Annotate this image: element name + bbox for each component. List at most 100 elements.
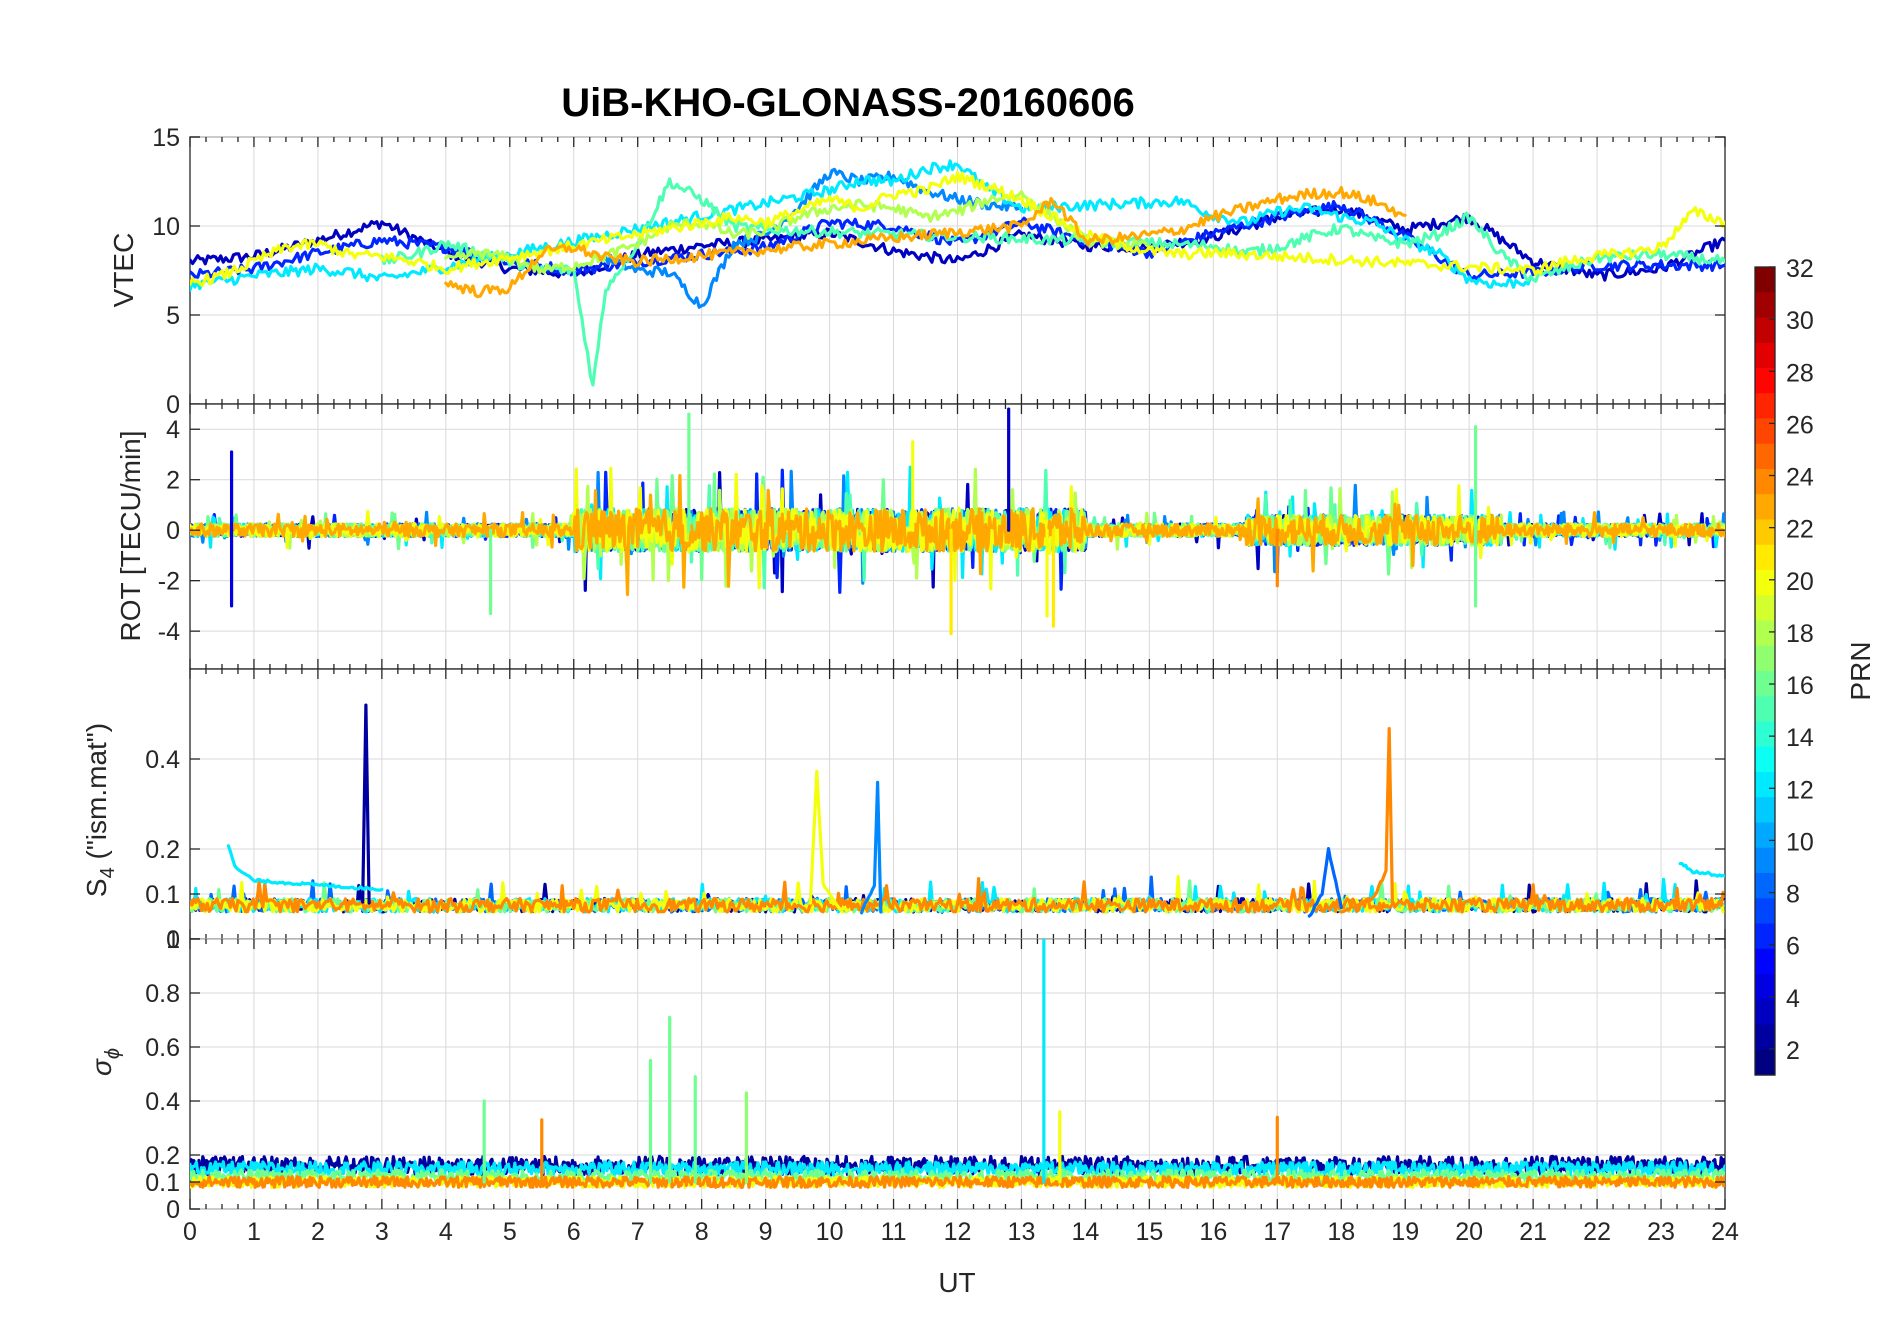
x-tick-label: 22 <box>1583 1218 1611 1246</box>
x-tick-label: 13 <box>1008 1218 1036 1246</box>
panel-vtec-series <box>190 159 1725 387</box>
panel-rot-ylabel: ROT [TECU/min] <box>115 430 146 641</box>
s4-event-prn-24 <box>1339 727 1394 914</box>
panel-sigma: 00.10.20.40.60.81 σϕ <box>86 926 1726 1224</box>
colorbar-swatch <box>1755 342 1775 369</box>
series-clip <box>190 159 1725 387</box>
colorbar-swatch <box>1755 469 1775 495</box>
y-tick-label: 0.4 <box>145 1088 180 1116</box>
s4-event-prn-20 <box>808 769 844 914</box>
colorbar-swatch <box>1755 822 1775 849</box>
colorbar-swatch <box>1755 873 1775 899</box>
colorbar-swatches <box>1755 267 1775 1076</box>
panel-s4-yticks: 0 0.1 0.2 0.4 <box>145 746 1725 954</box>
colorbar-swatch <box>1755 595 1775 622</box>
y-tick-label: 0.4 <box>145 746 180 774</box>
vtec-series-prn-15 <box>380 177 1725 387</box>
x-tick-label: 11 <box>881 1218 907 1246</box>
x-tick-label: 18 <box>1327 1218 1355 1246</box>
colorbar-swatch <box>1755 519 1775 546</box>
x-axis-ticklabels: 0 1 2 3 4 5 6 7 8 9 10 11 12 13 14 15 16 17 18 19 20 21 22 23 24 <box>183 1218 1739 1246</box>
y-tick-label: 0.2 <box>145 1142 180 1170</box>
panel-sigma-yticks: 0 0.10.2 0.4 0.6 0.8 1 <box>145 926 1725 1224</box>
colorbar-swatch <box>1755 923 1775 950</box>
panel-s4: 0 0.1 0.2 0.4 S4 ("ism.mat") <box>81 668 1726 954</box>
colorbar-tick-label: 20 <box>1786 568 1814 596</box>
colorbar-tick-label: 4 <box>1786 985 1800 1013</box>
colorbar-swatch <box>1755 645 1775 672</box>
x-tick-label: 23 <box>1647 1218 1675 1246</box>
x-tick-label: 1 <box>247 1218 261 1246</box>
y-tick-label: -2 <box>158 568 180 596</box>
colorbar-frame <box>1754 266 1776 1076</box>
x-tick-label: 19 <box>1391 1218 1419 1246</box>
panel-s4-xticks <box>189 669 1726 939</box>
colorbar-swatch <box>1755 443 1775 470</box>
colorbar-swatch <box>1755 772 1775 798</box>
s4-event-prn-12 <box>226 844 384 892</box>
colorbar-swatch <box>1755 948 1775 975</box>
x-tick-label: 21 <box>1519 1218 1547 1246</box>
colorbar-swatch <box>1755 721 1775 748</box>
series-clip <box>190 407 1725 636</box>
x-tick-label: 20 <box>1455 1218 1483 1246</box>
y-tick-label: 5 <box>166 302 180 330</box>
colorbar-swatch <box>1755 1049 1775 1076</box>
colorbar-label: PRN <box>1845 641 1876 700</box>
y-tick-label: 0.1 <box>145 1169 180 1197</box>
y-tick-label: 0.2 <box>145 836 180 864</box>
sigma-series-prn-24 <box>190 1175 1725 1189</box>
x-tick-label: 8 <box>695 1218 709 1246</box>
y-tick-label: 1 <box>166 926 180 954</box>
y-tick-label: 0.6 <box>145 1034 180 1062</box>
y-tick-label: 0 <box>166 517 180 545</box>
panel-vtec-yticks: 0 5 10 15 <box>152 124 1725 419</box>
vtec-series-prn-6 <box>190 200 1725 282</box>
y-tick-label: 15 <box>152 124 180 152</box>
panel-rot: -4 -2 0 2 4 ROT [TECU/min] <box>115 403 1726 670</box>
x-tick-label: 5 <box>503 1218 517 1246</box>
colorbar-swatch <box>1755 292 1775 319</box>
x-tick-label: 9 <box>759 1218 773 1246</box>
s4-label-rest: ("ism.mat") <box>81 723 112 867</box>
colorbar-tick-label: 2 <box>1786 1037 1800 1065</box>
colorbar-swatch <box>1755 368 1775 394</box>
vtec-series-prn-20 <box>190 171 1725 288</box>
panel-rot-series <box>190 407 1725 636</box>
colorbar-tick-label: 30 <box>1786 307 1814 335</box>
colorbar-tick-label: 22 <box>1786 516 1814 544</box>
panel-vtec-ylabel: VTEC <box>108 233 139 308</box>
panel-vtec: 0 5 10 15 VTEC <box>108 124 1726 419</box>
colorbar-swatch <box>1755 620 1775 647</box>
colorbar-tick-label: 32 <box>1786 255 1814 283</box>
colorbar-swatch <box>1755 696 1775 723</box>
colorbar-swatch <box>1755 393 1775 420</box>
vtec-series-prn-23 <box>444 186 1407 299</box>
sigma-series-prn-16 <box>190 1168 1725 1185</box>
y-tick-label: 0 <box>166 926 180 954</box>
x-tick-label: 0 <box>183 1218 197 1246</box>
colorbar-tick-label: 16 <box>1786 672 1814 700</box>
colorbar-swatch <box>1755 1024 1775 1051</box>
x-tick-label: 3 <box>375 1218 389 1246</box>
x-axis-label: UT <box>938 1267 975 1298</box>
y-tick-label: 2 <box>166 467 180 495</box>
x-tick-label: 6 <box>567 1218 581 1246</box>
y-tick-label: 0 <box>166 391 180 419</box>
x-tick-label: 12 <box>944 1218 972 1246</box>
s4-event-prn-8 <box>1307 847 1343 918</box>
colorbar-swatch <box>1755 671 1775 697</box>
colorbar-tick-label: 26 <box>1786 411 1814 439</box>
x-tick-label: 24 <box>1711 1218 1739 1246</box>
vtec-series-prn-9 <box>604 167 1024 309</box>
s4-series-prn-24 <box>190 877 1725 914</box>
colorbar-swatch <box>1755 999 1775 1026</box>
colorbar-swatch <box>1755 974 1775 1000</box>
panel-vtec-xticks <box>189 137 1726 404</box>
s4-event-prn-12 <box>1678 862 1725 878</box>
x-tick-label: 4 <box>439 1218 453 1246</box>
s4-event-prn-9 <box>860 780 883 915</box>
y-tick-label: 0.8 <box>145 980 180 1008</box>
colorbar-swatch <box>1755 418 1775 445</box>
